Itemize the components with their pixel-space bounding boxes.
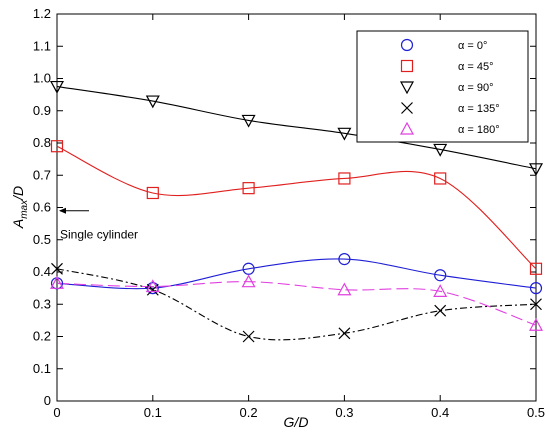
y-axis-title-sub: max <box>19 199 30 219</box>
data-point-triangle-up <box>145 279 160 293</box>
axis-ticks: 0 0.1 0.2 0.3 0.4 0.5 0 0.1 0.2 0.3 0.4 0.5 0.6 0.7 0.… <box>33 6 545 420</box>
data-point-triangle-down <box>49 80 65 94</box>
data-point-triangle-up <box>49 276 65 289</box>
y-tick-label: 0.4 <box>33 264 51 279</box>
data-point-circle <box>529 282 543 295</box>
legend-marker-triangle-up <box>399 121 415 135</box>
data-point-square <box>146 186 159 200</box>
data-point-triangle-down <box>337 127 352 141</box>
series-line-1 <box>56 145 537 270</box>
legend-marker-triangle-down <box>399 81 415 95</box>
y-tick-label: 0.5 <box>33 232 51 247</box>
series-line-3 <box>56 268 537 341</box>
y-axis-title-main: A <box>10 219 26 229</box>
y-tick-label: 0.8 <box>33 135 51 150</box>
data-point-x <box>434 304 447 317</box>
data-point-x <box>242 330 255 343</box>
data-point-square <box>242 182 255 195</box>
x-tick-label: 0.4 <box>431 405 449 420</box>
y-tick-label: 0.9 <box>33 103 51 118</box>
legend-marker-x <box>401 102 413 114</box>
legend-label: α = 45° <box>458 61 494 73</box>
legend-box <box>356 30 529 143</box>
series-line-2 <box>56 86 537 170</box>
annotation-arrow-head <box>59 207 66 214</box>
data-point-x <box>51 262 63 275</box>
series-line-4 <box>56 281 537 326</box>
y-tick-label: 1.1 <box>33 38 51 53</box>
data-point-square <box>50 140 64 153</box>
y-tick-label: 0 <box>44 393 51 408</box>
data-point-triangle-down <box>433 143 448 157</box>
data-point-x <box>338 327 351 340</box>
data-point-triangle-down <box>145 95 160 109</box>
data-point-square <box>529 262 543 275</box>
data-point-triangle-up <box>528 317 544 331</box>
data-point-circle <box>434 269 447 282</box>
series-curves <box>56 86 537 341</box>
data-point-x <box>530 298 542 311</box>
y-axis-title-tail: /D <box>10 186 26 201</box>
y-tick-label: 0.6 <box>33 200 51 215</box>
y-tick-label: 0.1 <box>33 361 51 376</box>
legend: α = 0° α = 45° α = 90° α = 135° α = 180° <box>356 30 529 143</box>
data-point-square <box>338 172 351 185</box>
x-tick-label: 0 <box>53 405 60 420</box>
legend-label: α = 90° <box>458 82 494 94</box>
data-point-circle <box>242 262 255 275</box>
annotation-text: Single cylinder <box>60 228 138 242</box>
y-tick-label: 1.0 <box>33 71 51 86</box>
data-point-triangle-up <box>241 274 256 288</box>
x-tick-label: 0.2 <box>240 405 258 420</box>
data-point-triangle-up <box>433 284 448 297</box>
y-tick-label: 0.7 <box>33 167 51 182</box>
legend-marker-circle <box>400 38 414 52</box>
data-point-circle <box>146 282 159 295</box>
y-tick-label: 0.2 <box>33 329 51 344</box>
data-point-triangle-down <box>528 163 544 177</box>
data-point-circle <box>338 253 351 266</box>
legend-label: α = 0° <box>458 40 487 52</box>
series-markers <box>49 80 544 343</box>
x-tick-label: 0.5 <box>527 405 545 420</box>
y-tick-label: 1.2 <box>33 6 51 21</box>
x-axis-title: G/D <box>284 414 309 430</box>
data-point-triangle-down <box>241 114 256 128</box>
series-line-0 <box>56 258 537 290</box>
x-tick-label: 0.1 <box>144 405 162 420</box>
y-axis-title: Amax/D <box>10 186 30 229</box>
legend-marker-square <box>400 59 414 73</box>
y-tick-label: 0.3 <box>33 296 51 311</box>
legend-label: α = 180° <box>458 124 500 136</box>
data-point-square <box>434 172 447 185</box>
data-point-triangle-up <box>337 282 352 296</box>
x-tick-label: 0.3 <box>335 405 353 420</box>
single-cylinder-annotation: Single cylinder <box>59 207 138 242</box>
legend-label: α = 135° <box>458 103 500 115</box>
